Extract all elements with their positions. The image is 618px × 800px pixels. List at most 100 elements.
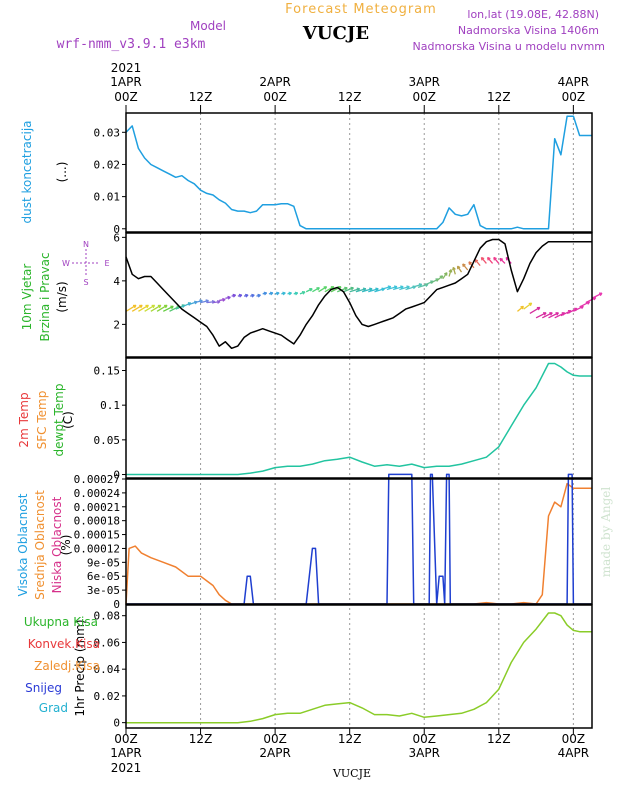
wind-barb-head [205,299,209,304]
wind-barb-head [528,302,533,307]
grid-layer [200,113,574,728]
wind-barb [462,263,469,271]
dust-ytick-label: 0.01 [94,191,121,204]
clouds-axis-label: Visoka Oblacnost [16,493,30,596]
model-elevation-label: Nadmorska Visina u modelu nvmm [413,40,606,53]
wind-barb-head [294,291,299,296]
dust-axis-label: dust koncetracija [20,120,34,223]
wind-barb [487,257,494,264]
wind-barb [535,312,547,319]
wind-barb [125,304,137,312]
compass-e: E [104,259,109,268]
wind-barb-head [555,312,559,316]
wind-barb [585,297,597,304]
clouds-ytick-label: 0.00021 [74,501,120,514]
wind-barb-head [520,305,524,310]
dust-panel-frame [125,112,593,233]
temperature-panel-frame [125,357,593,479]
credit-watermark: made by Angel [599,487,613,578]
top-time-label: 1APR [110,75,141,89]
wind-barb-head [499,257,504,262]
wind-barb-head [227,295,231,300]
wind-barb-head [486,256,491,261]
bottom-time-label: 00Z [114,732,138,746]
wind-barb-head [282,291,286,296]
wind-barb [150,304,162,312]
wind-barb [181,302,192,308]
wind-barb [156,304,168,312]
wind-barb-head [462,263,466,268]
clouds-series-line [125,482,592,605]
clouds-ytick-label: 0.00027 [74,473,120,486]
bottom-time-label: 12Z [189,732,213,746]
footer-station: VUCJE [332,767,371,780]
temperature-axis-label: 2m Temp [17,392,31,447]
bottom-time-label: 00Z [412,732,436,746]
bottom-time-label: 1APR [110,746,141,760]
precip-panel-frame [125,604,593,729]
wind-barb [579,301,590,308]
wind-series-line [125,238,592,350]
wind-barb-head [456,265,461,270]
wind-barb-head [216,300,221,304]
precip-ytick-label: 0.08 [94,610,121,623]
wind-barb [474,259,481,267]
wind-barb [169,305,180,312]
station-name: VUCJE [302,23,369,44]
wind-barb [523,302,533,310]
wind-barb [548,312,559,319]
wind-barb [380,285,391,291]
wind-barb-head [448,269,453,273]
clouds-axis-label: (%) [59,535,73,556]
precip-ytick-label: 0.04 [94,663,121,676]
wind-barb [343,287,354,293]
wind-barb [517,305,524,312]
wind-barb-head [244,293,249,298]
wind-barb [566,307,578,315]
wind-barb-head [222,297,226,302]
compass-n: N [83,240,89,249]
wind-ytick-label: 6 [113,231,120,244]
wind-barb [386,285,398,291]
frame-layer [122,105,593,734]
wind-barb [480,257,487,264]
wind-barb [131,304,143,312]
clouds-ytick-label: 0.00024 [74,487,121,500]
wind-barb-head [493,256,497,261]
wind-barb-head [480,256,485,261]
wind-barb-head [157,304,162,309]
precip-ytick-label: 0 [113,717,120,730]
wind-barb [337,287,348,293]
temperature-ytick-label: 0.1 [100,399,120,412]
dust-ytick-label: 0 [113,223,120,236]
elevation-label: Nadmorska Visina 1406m [458,24,599,37]
precip-legend-entry: Zaledj.Kisa [34,659,100,673]
wind-barb [529,306,541,315]
wind-barb [361,288,373,293]
precip-legend-entry: Konvek.Kisa [28,637,100,651]
wind-barb-head [145,304,149,309]
dust-series-line [125,115,592,230]
wind-compass: N S W E [62,240,109,287]
wind-barb-head [344,286,348,291]
wind-barb [560,310,572,317]
wind-barb [554,312,566,319]
clouds-ytick-label: 0.00015 [74,529,120,542]
wind-barb-head [232,293,237,298]
compass-s: S [83,278,88,287]
wind-barb-head [598,292,603,297]
wind-barb [542,312,553,319]
precip-legend-entry: Ukupna Kisa [24,615,98,629]
wind-barb [368,288,379,293]
compass-w: W [62,259,70,268]
wind-barb-head [543,312,547,316]
clouds-ytick-label: 3e-05 [87,584,120,597]
wind-barb-head [301,290,306,295]
wind-barb [392,285,404,291]
wind-barb-head [257,293,261,298]
wind-barb [399,285,410,291]
data-layer [125,115,603,724]
clouds-ytick-label: 9e-05 [87,556,120,569]
wind-barb-head [151,304,156,309]
